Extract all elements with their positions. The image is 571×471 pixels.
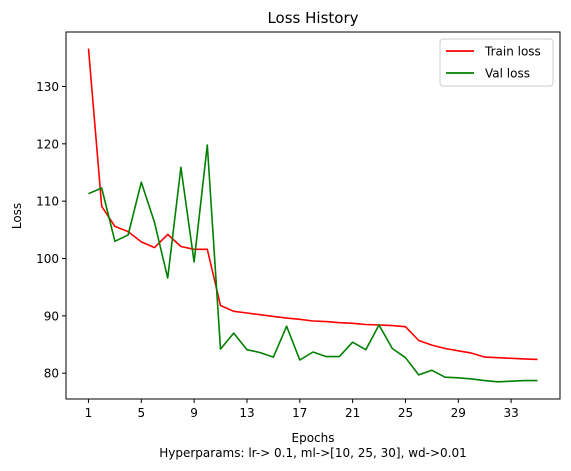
- y-axis-label: Loss: [10, 203, 24, 229]
- legend-label-val-loss: Val loss: [485, 67, 530, 81]
- legend: Train loss Val loss: [439, 38, 554, 87]
- y-tick-label: 80: [44, 367, 59, 381]
- x-tick-label: 13: [239, 406, 254, 420]
- x-tick-label: 9: [190, 406, 198, 420]
- y-tick-label: 100: [36, 252, 59, 266]
- x-tick-label: 17: [292, 406, 307, 420]
- x-tick-label: 21: [345, 406, 360, 420]
- plot-frame: [65, 31, 561, 400]
- x-tick-label: 25: [398, 406, 413, 420]
- x-axis-hyperparams-note: Hyperparams: lr-> 0.1, ml->[10, 25, 30],…: [159, 446, 467, 460]
- series-line-train-loss: [87, 48, 538, 361]
- y-tick-label: 110: [36, 195, 59, 209]
- y-tick-label: 90: [44, 309, 59, 323]
- y-tick-label: 130: [36, 80, 59, 94]
- x-tick-label: 5: [137, 406, 145, 420]
- x-tick-label: 33: [503, 406, 518, 420]
- legend-label-train-loss: Train loss: [484, 45, 541, 59]
- y-tick-label: 120: [36, 137, 59, 151]
- x-tick-label: 1: [85, 406, 93, 420]
- x-axis-label: Epochs: [292, 431, 335, 445]
- x-tick-label: 29: [451, 406, 466, 420]
- chart-title: Loss History: [267, 9, 358, 27]
- series-line-val-loss: [88, 144, 538, 383]
